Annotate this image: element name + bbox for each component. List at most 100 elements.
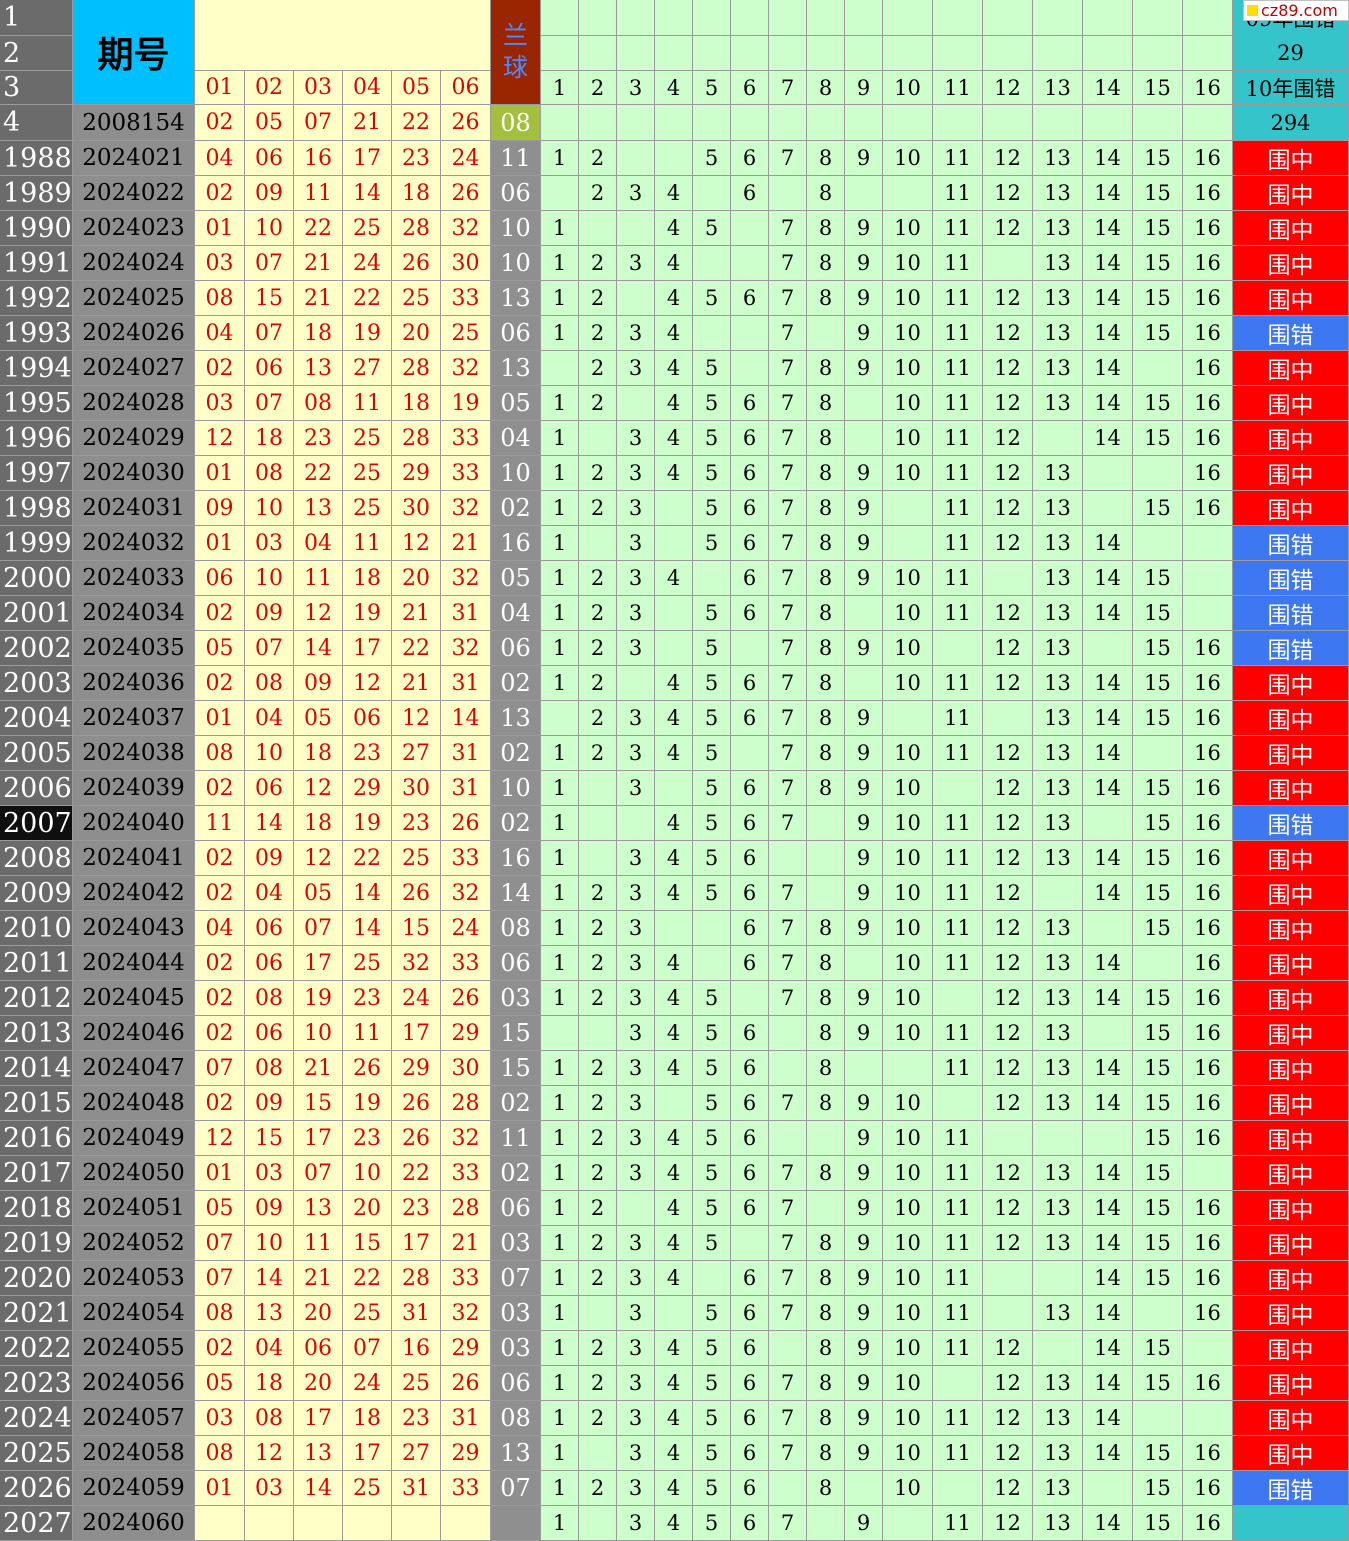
red-ball-cell[interactable]: 15 <box>245 281 294 316</box>
group-cell[interactable]: 16 <box>1183 666 1233 701</box>
group-cell[interactable] <box>845 1051 883 1086</box>
group-cell[interactable]: 10 <box>883 666 933 701</box>
red-ball-cell[interactable]: 08 <box>245 981 294 1016</box>
row-number[interactable]: 2026 <box>0 1471 73 1506</box>
period-cell[interactable]: 2024048 <box>73 1086 195 1121</box>
result-cell[interactable]: 围中 <box>1233 876 1349 911</box>
result-cell[interactable]: 围中 <box>1233 771 1349 806</box>
row-number[interactable]: 2002 <box>0 631 73 666</box>
red-ball-cell[interactable]: 25 <box>343 456 392 491</box>
group-cell[interactable]: 6 <box>731 386 769 421</box>
group-cell[interactable]: 6 <box>731 1121 769 1156</box>
group-cell[interactable]: 9 <box>845 1086 883 1121</box>
group-cell[interactable]: 6 <box>731 1366 769 1401</box>
red-ball-cell[interactable]: 31 <box>392 1296 441 1331</box>
group-cell[interactable] <box>541 351 579 386</box>
group-cell[interactable]: 7 <box>769 596 807 631</box>
group-cell[interactable]: 2 <box>579 666 617 701</box>
group-cell[interactable]: 12 <box>983 211 1033 246</box>
group-cell[interactable]: 9 <box>845 1191 883 1226</box>
group-cell[interactable]: 11 <box>933 1506 983 1541</box>
group-cell[interactable]: 8 <box>807 946 845 981</box>
group-cell[interactable]: 6 <box>731 526 769 561</box>
row-number[interactable]: 4 <box>0 105 73 141</box>
group-cell[interactable]: 10 <box>883 211 933 246</box>
group-cell[interactable]: 12 <box>983 1471 1033 1506</box>
result-cell[interactable]: 围中 <box>1233 1191 1349 1226</box>
red-ball-cell[interactable]: 25 <box>343 211 392 246</box>
group-cell[interactable]: 1 <box>541 806 579 841</box>
group-cell[interactable]: 4 <box>655 246 693 281</box>
result-cell[interactable]: 围错 <box>1233 316 1349 351</box>
group-cell[interactable]: 12 <box>983 526 1033 561</box>
group-cell[interactable]: 3 <box>617 176 655 211</box>
row-number[interactable]: 3 <box>0 71 73 105</box>
red-ball-cell[interactable]: 33 <box>441 946 491 981</box>
group-cell[interactable]: 10 <box>883 456 933 491</box>
group-cell[interactable]: 14 <box>1083 141 1133 176</box>
group-cell[interactable]: 5 <box>693 526 731 561</box>
period-cell[interactable]: 2024040 <box>73 806 195 841</box>
red-ball-cell[interactable]: 02 <box>195 876 245 911</box>
group-cell[interactable]: 15 <box>1133 981 1183 1016</box>
group-cell[interactable]: 1 <box>541 1156 579 1191</box>
group-cell[interactable]: 7 <box>769 1436 807 1471</box>
group-cell[interactable] <box>1083 631 1133 666</box>
group-cell[interactable]: 8 <box>807 246 845 281</box>
blue-ball-cell[interactable]: 08 <box>491 1401 541 1436</box>
group-cell[interactable]: 6 <box>731 491 769 526</box>
group-cell[interactable] <box>1083 105 1133 141</box>
group-cell[interactable]: 3 <box>617 421 655 456</box>
group-cell[interactable]: 16 <box>1183 176 1233 211</box>
red-ball-cell[interactable]: 07 <box>294 105 343 141</box>
red-ball-cell[interactable]: 02 <box>195 176 245 211</box>
period-cell[interactable]: 2024057 <box>73 1401 195 1436</box>
red-ball-cell[interactable]: 03 <box>245 526 294 561</box>
red-ball-cell[interactable]: 22 <box>294 211 343 246</box>
group-cell[interactable]: 11 <box>933 1156 983 1191</box>
group-cell[interactable]: 6 <box>731 421 769 456</box>
group-cell[interactable]: 5 <box>693 736 731 771</box>
group-cell[interactable]: 15 <box>1133 1366 1183 1401</box>
row-number[interactable]: 2014 <box>0 1051 73 1086</box>
red-ball-cell[interactable]: 17 <box>343 631 392 666</box>
red-ball-cell[interactable] <box>343 1506 392 1541</box>
group-cell[interactable]: 14 <box>1083 1261 1133 1296</box>
group-cell[interactable]: 15 <box>1133 561 1183 596</box>
group-cell[interactable]: 7 <box>769 526 807 561</box>
red-ball-cell[interactable]: 06 <box>245 946 294 981</box>
red-ball-cell[interactable]: 16 <box>392 1331 441 1366</box>
red-ball-cell[interactable]: 30 <box>441 246 491 281</box>
red-ball-cell[interactable]: 01 <box>195 456 245 491</box>
group-cell[interactable]: 15 <box>1133 1191 1183 1226</box>
group-cell[interactable]: 16 <box>1183 1191 1233 1226</box>
group-cell[interactable] <box>769 1051 807 1086</box>
group-cell[interactable] <box>655 911 693 946</box>
group-cell[interactable]: 5 <box>693 1296 731 1331</box>
group-cell[interactable]: 5 <box>693 771 731 806</box>
group-cell[interactable]: 8 <box>807 736 845 771</box>
group-cell[interactable]: 11 <box>933 736 983 771</box>
period-cell[interactable]: 2024037 <box>73 701 195 736</box>
group-cell[interactable]: 13 <box>1033 946 1083 981</box>
period-cell[interactable]: 2024029 <box>73 421 195 456</box>
blue-ball-cell[interactable]: 03 <box>491 1331 541 1366</box>
row-number[interactable]: 2024 <box>0 1401 73 1436</box>
group-cell[interactable]: 1 <box>541 211 579 246</box>
period-cell[interactable]: 2024058 <box>73 1436 195 1471</box>
group-cell[interactable]: 5 <box>693 701 731 736</box>
row-number[interactable]: 2016 <box>0 1121 73 1156</box>
group-cell[interactable]: 1 <box>541 1191 579 1226</box>
group-cell[interactable] <box>1083 456 1133 491</box>
red-ball-cell[interactable]: 11 <box>294 176 343 211</box>
group-cell[interactable]: 13 <box>1033 316 1083 351</box>
group-cell[interactable]: 4 <box>655 456 693 491</box>
group-cell[interactable]: 3 <box>617 1051 655 1086</box>
group-cell[interactable]: 14 <box>1083 1401 1133 1436</box>
group-cell[interactable] <box>1133 946 1183 981</box>
group-cell[interactable]: 3 <box>617 351 655 386</box>
group-cell[interactable]: 3 <box>617 876 655 911</box>
red-ball-cell[interactable]: 12 <box>392 701 441 736</box>
red-ball-cell[interactable]: 13 <box>294 1191 343 1226</box>
result-cell[interactable]: 围中 <box>1233 911 1349 946</box>
